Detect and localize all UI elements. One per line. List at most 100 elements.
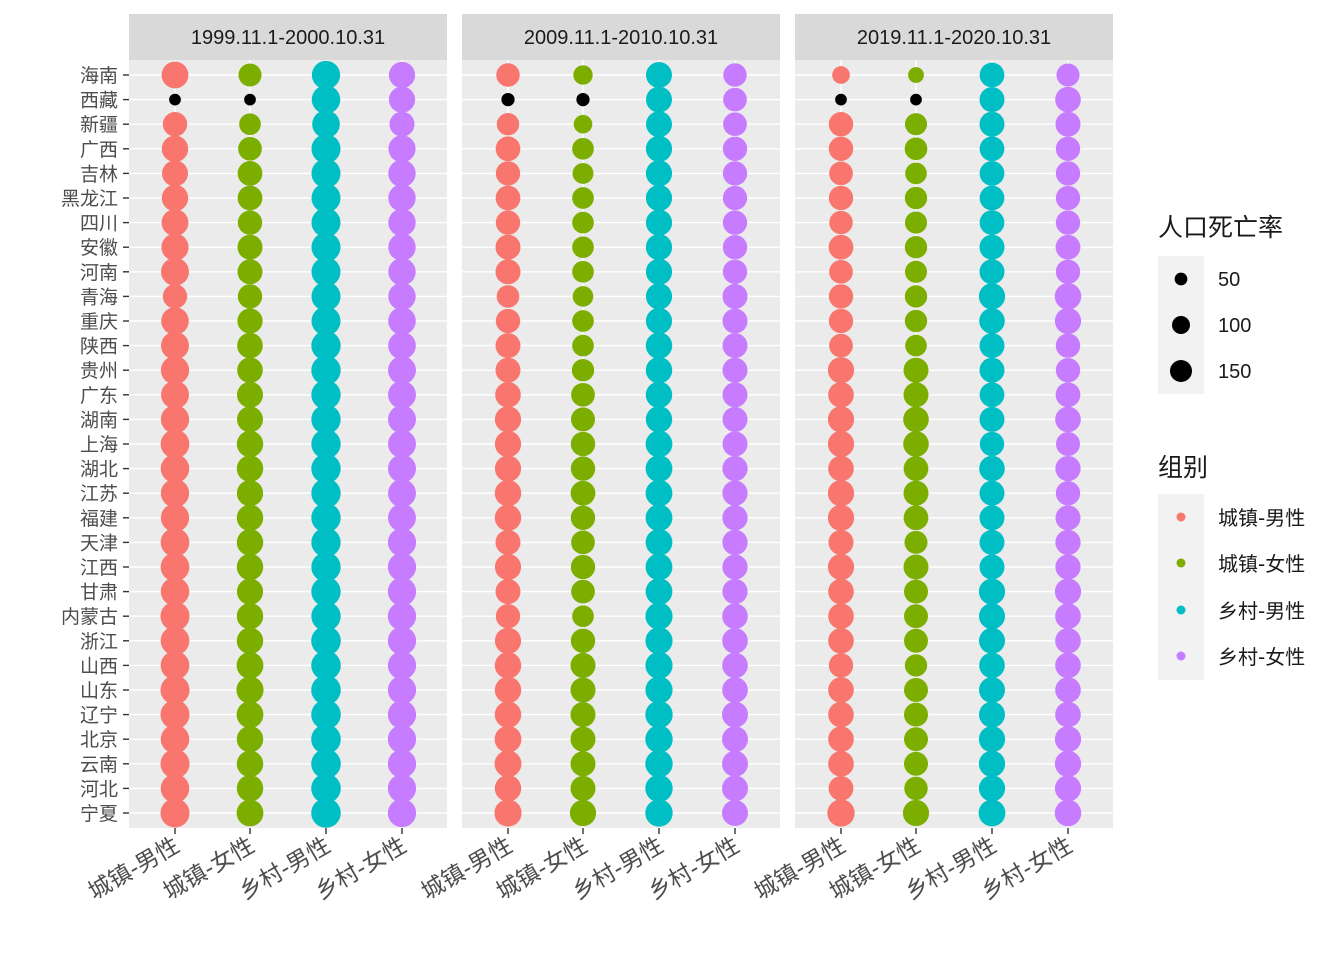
- data-point: [387, 552, 417, 582]
- y-tick-label: 北京: [80, 729, 118, 751]
- data-point: [237, 210, 263, 235]
- data-point: [311, 773, 341, 804]
- y-tick-label: 云南: [80, 754, 118, 776]
- data-point: [828, 726, 854, 753]
- y-tick-label: 辽宁: [80, 705, 118, 727]
- data-point: [827, 406, 855, 433]
- data-point: [311, 527, 341, 558]
- color-legend-label-urban-male: 城镇-男性: [1218, 506, 1305, 530]
- color-legend-key-rural-male: [1176, 605, 1186, 615]
- data-point: [571, 530, 595, 555]
- data-point: [236, 553, 264, 581]
- data-point: [722, 455, 748, 482]
- y-tick-label: 甘肃: [80, 582, 118, 604]
- data-point: [902, 799, 930, 827]
- data-point: [827, 504, 855, 531]
- data-point: [645, 234, 673, 261]
- data-point: [979, 210, 1005, 235]
- data-point: [494, 676, 522, 704]
- data-point: [238, 136, 262, 161]
- data-point: [495, 333, 521, 359]
- y-tick-label: 湖南: [80, 409, 118, 431]
- data-point: [572, 605, 594, 628]
- data-point: [979, 677, 1005, 703]
- data-point: [903, 357, 929, 383]
- data-point: [904, 654, 928, 677]
- y-tick-label: 河北: [80, 778, 118, 800]
- data-point: [495, 308, 521, 334]
- data-point: [646, 111, 672, 138]
- data-point: [495, 234, 521, 260]
- data-point: [904, 751, 928, 776]
- color-legend-label-rural-male: 乡村-男性: [1218, 599, 1305, 623]
- data-point: [311, 85, 341, 114]
- data-point: [645, 553, 673, 581]
- data-point: [645, 307, 673, 335]
- data-point: [723, 63, 747, 87]
- data-point: [494, 406, 522, 433]
- data-point: [244, 93, 256, 106]
- data-point: [979, 308, 1005, 334]
- data-point: [571, 579, 595, 604]
- data-point: [311, 749, 341, 779]
- data-point: [388, 135, 416, 163]
- data-point: [160, 749, 190, 779]
- legend: 人口死亡率 50 100 150 组别 城镇-男性 城镇-女性 乡村-男性 乡村…: [1158, 213, 1305, 680]
- data-point: [722, 529, 748, 556]
- data-point: [570, 554, 596, 580]
- data-point: [645, 750, 673, 778]
- data-point: [722, 283, 748, 309]
- data-point: [1055, 627, 1081, 654]
- data-point: [903, 431, 929, 457]
- data-point: [161, 307, 189, 335]
- data-point: [237, 332, 263, 359]
- data-point: [236, 602, 264, 630]
- data-point: [979, 333, 1005, 359]
- data-point: [1054, 799, 1082, 827]
- data-point: [311, 158, 341, 188]
- data-point: [1055, 259, 1081, 284]
- data-point: [1054, 307, 1082, 335]
- data-point: [311, 626, 341, 656]
- data-point: [237, 284, 263, 309]
- data-point: [722, 136, 748, 161]
- y-tick-label: 海南: [80, 65, 118, 87]
- data-point: [495, 381, 521, 408]
- data-point: [646, 62, 672, 88]
- data-point: [236, 701, 264, 729]
- data-point: [979, 554, 1005, 580]
- data-point: [1056, 63, 1080, 87]
- data-point: [388, 184, 416, 212]
- data-point: [572, 286, 594, 307]
- data-point: [388, 282, 416, 311]
- data-point: [645, 184, 673, 212]
- size-legend-key-100: [1172, 316, 1190, 334]
- data-point: [1054, 578, 1082, 605]
- data-point: [903, 406, 929, 433]
- data-point: [722, 627, 748, 654]
- data-point: [501, 92, 515, 107]
- data-point: [495, 161, 521, 186]
- data-point: [827, 357, 855, 384]
- data-point: [828, 112, 854, 137]
- data-point: [571, 359, 595, 382]
- data-point: [722, 210, 748, 235]
- data-point: [829, 161, 853, 186]
- data-point: [722, 382, 748, 408]
- data-point: [832, 66, 850, 84]
- data-point: [646, 86, 672, 113]
- data-point: [903, 456, 929, 481]
- data-point: [828, 136, 854, 161]
- data-point: [828, 308, 854, 334]
- data-point: [645, 258, 673, 285]
- data-point: [979, 234, 1005, 260]
- data-point: [978, 750, 1006, 777]
- data-point: [828, 578, 854, 605]
- data-point: [570, 726, 596, 752]
- data-point: [1055, 136, 1081, 161]
- y-tick-label: 新疆: [80, 114, 118, 136]
- data-point: [979, 529, 1005, 555]
- data-point: [572, 137, 594, 160]
- data-point: [572, 162, 594, 184]
- data-point: [904, 604, 928, 629]
